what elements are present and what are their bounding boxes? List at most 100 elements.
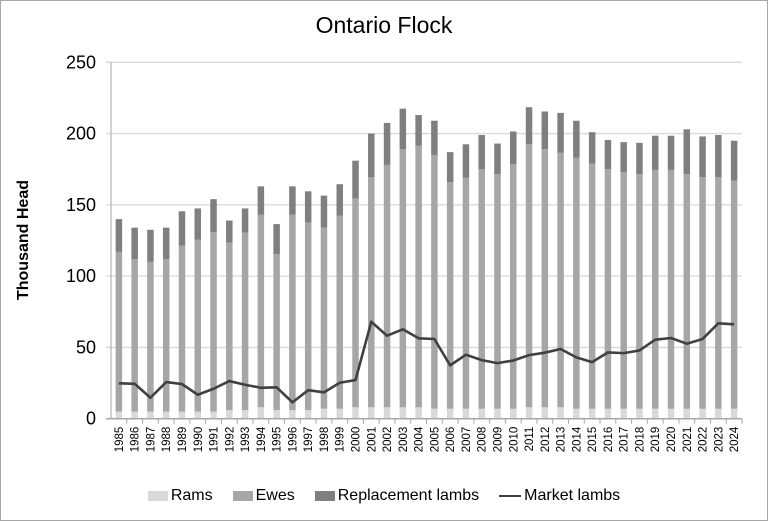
x-tick-label: 1999 — [335, 427, 347, 453]
bar-segment-ewes — [320, 227, 328, 409]
bar-segment-replacement-lambs — [257, 186, 265, 215]
bar-segment-ewes — [573, 157, 580, 409]
bar-segment-ewes — [415, 145, 422, 408]
bar-segment-ewes — [462, 177, 470, 409]
x-tick-label: 2012 — [540, 427, 552, 453]
bar-segment-ewes — [336, 215, 343, 409]
legend-item-replacement-lambs: Replacement lambs — [314, 487, 479, 505]
bar-segment-replacement-lambs — [178, 211, 186, 246]
x-tick-label: 1988 — [161, 427, 173, 453]
bar-segment-rams — [699, 408, 706, 419]
bar-segment-replacement-lambs — [667, 135, 675, 170]
x-tick-label: 1987 — [145, 427, 157, 453]
bar-segment-replacement-lambs — [304, 191, 312, 223]
bar-segment-ewes — [352, 198, 359, 408]
chart-title: Ontario Flock — [315, 12, 453, 38]
market-lambs-line — [118, 320, 735, 404]
x-tick-label: 2019 — [650, 427, 662, 453]
bar-segment-replacement-lambs — [446, 152, 454, 183]
bar-segment-ewes — [494, 174, 501, 409]
y-tick-label: 150 — [66, 195, 96, 215]
legend-item-ewes: Ewes — [232, 487, 295, 505]
bar-segment-replacement-lambs — [320, 195, 328, 228]
x-tick-label: 2006 — [445, 427, 457, 453]
bar-segment-ewes — [588, 163, 596, 409]
bar-segment-rams — [210, 411, 217, 419]
bar-segment-replacement-lambs — [162, 227, 170, 260]
bar-segment-ewes — [651, 169, 659, 409]
bar-segment-ewes — [368, 177, 375, 408]
bar-segment-replacement-lambs — [715, 135, 722, 178]
bar-segment-replacement-lambs — [147, 229, 154, 262]
bar-segment-rams — [636, 408, 643, 419]
bar-segment-replacement-lambs — [273, 224, 280, 255]
bar-segment-replacement-lambs — [336, 184, 343, 216]
bar-segment-replacement-lambs — [541, 111, 549, 150]
x-tick-label: 2003 — [398, 427, 410, 453]
bar-segment-replacement-lambs — [699, 136, 706, 178]
chart-legend: Rams Ewes Replacement lambs Market lambs — [0, 487, 768, 505]
bar-segment-ewes — [620, 172, 627, 409]
x-tick-label: 2002 — [382, 427, 394, 453]
x-tick-label: 1993 — [240, 427, 252, 453]
x-tick-label: 2021 — [682, 427, 694, 453]
x-tick-label: 2007 — [461, 427, 473, 453]
x-tick-label: 2016 — [603, 427, 615, 453]
x-tick-label: 2017 — [619, 427, 631, 453]
x-tick-label: 1991 — [209, 427, 221, 453]
bar-segment-rams — [604, 408, 612, 419]
replacement-lambs-swatch-icon — [314, 491, 335, 501]
bar-segment-ewes — [241, 232, 249, 411]
bar-segment-replacement-lambs — [683, 129, 691, 175]
legend-item-rams: Rams — [147, 487, 213, 505]
x-tick-label: 2001 — [366, 427, 378, 453]
y-tick-label: 0 — [86, 409, 96, 429]
bar-segment-replacement-lambs — [226, 220, 233, 243]
bar-segment-replacement-lambs — [651, 135, 659, 170]
bar-segment-ewes — [604, 169, 612, 409]
bar-segment-ewes — [431, 154, 438, 409]
x-tick-label: 1995 — [272, 427, 284, 453]
x-tick-label: 1996 — [287, 427, 299, 453]
x-tick-label: 2004 — [414, 426, 426, 452]
y-tick-label: 200 — [66, 124, 96, 144]
rams-swatch-icon — [147, 491, 168, 501]
bar-segment-replacement-lambs — [573, 120, 580, 158]
bar-segment-rams — [588, 408, 596, 419]
bar-segment-rams — [131, 411, 138, 419]
bar-segment-ewes — [699, 177, 706, 409]
x-tick-label: 1989 — [177, 427, 189, 453]
bar-segment-rams — [368, 407, 375, 419]
x-tick-label: 1998 — [319, 427, 331, 453]
bar-segment-ewes — [257, 214, 265, 408]
bar-segment-replacement-lambs — [415, 115, 422, 146]
bar-segment-replacement-lambs — [241, 208, 249, 233]
bar-segment-ewes — [557, 152, 564, 408]
legend-label: Ewes — [255, 487, 295, 504]
bar-segment-rams — [115, 411, 123, 419]
bar-segment-replacement-lambs — [399, 108, 407, 150]
bar-segment-ewes — [541, 149, 549, 408]
x-tick-label: 1992 — [224, 427, 236, 453]
bar-segment-rams — [541, 407, 549, 419]
x-tick-label: 2008 — [477, 427, 489, 453]
bar-segment-replacement-lambs — [525, 107, 533, 145]
bar-segment-rams — [462, 408, 470, 419]
bar-segment-rams — [651, 408, 659, 419]
x-tick-label: 2000 — [351, 427, 363, 453]
bar-segment-replacement-lambs — [620, 142, 627, 173]
bar-segment-replacement-lambs — [494, 143, 501, 175]
bar-segment-ewes — [478, 169, 485, 409]
x-tick-label: 2024 — [729, 426, 741, 452]
market-lambs-line-icon — [499, 495, 522, 497]
x-tick-label: 2022 — [698, 427, 710, 453]
bar-segment-rams — [620, 408, 627, 419]
y-tick-label: 100 — [66, 266, 96, 286]
bar-segment-ewes — [115, 251, 123, 412]
bar-segment-rams — [273, 410, 280, 419]
bar-segment-ewes — [715, 177, 722, 409]
bar-segment-rams — [415, 407, 422, 419]
bar-segment-rams — [178, 411, 186, 419]
bar-segment-rams — [431, 408, 438, 419]
bar-segment-ewes — [383, 164, 391, 408]
